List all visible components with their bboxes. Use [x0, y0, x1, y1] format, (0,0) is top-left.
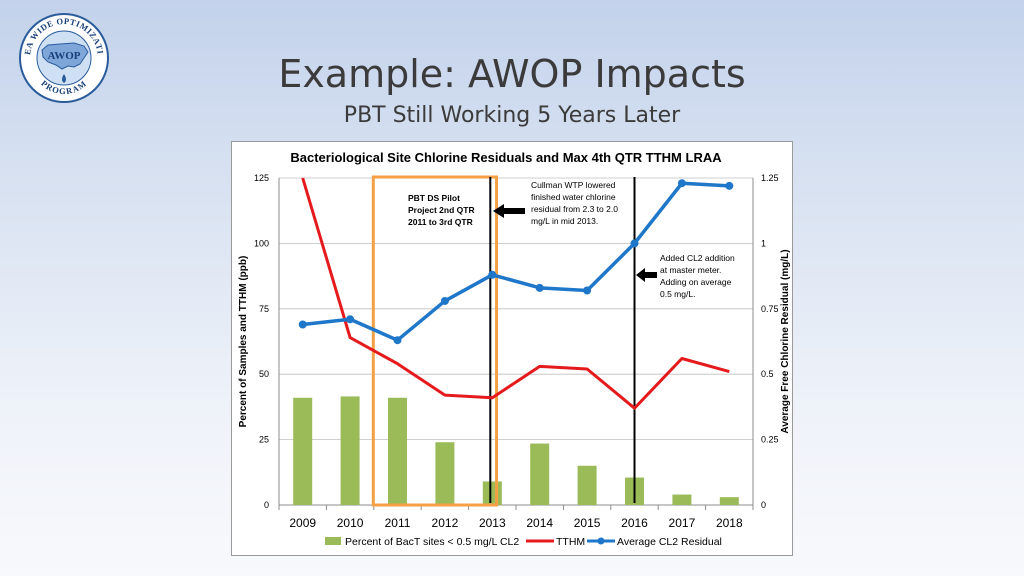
bar-bact-2014 — [530, 443, 550, 505]
bar-bact-2011 — [388, 397, 407, 505]
x-tick-label: 2015 — [574, 516, 601, 530]
combo-chart: PBT DS Pilot Project 2nd QTR 2011 to 3rd Q… — [238, 150, 791, 548]
note-2013-line: mg/L in mid 2013. — [531, 216, 598, 226]
x-tick-label: 2014 — [526, 516, 553, 530]
y2-tick-label: 1.25 — [761, 173, 779, 183]
point-cl2-2013 — [488, 270, 497, 279]
legend-label-tthm: TTHM — [556, 536, 585, 548]
arrow-left-icon — [636, 268, 657, 282]
y-tick-label: 125 — [254, 173, 269, 183]
y2-tick-label: 0 — [761, 500, 766, 510]
bar-bact-2009 — [293, 397, 313, 505]
water-drop-icon — [62, 74, 66, 83]
y-tick-label: 50 — [259, 369, 269, 379]
y-tick-label: 100 — [254, 238, 269, 248]
x-tick-label: 2017 — [669, 516, 696, 530]
series-line-cl2 — [302, 181, 730, 342]
point-cl2-2012 — [440, 296, 449, 305]
bar-bact-2018 — [719, 497, 739, 505]
note-2013-line: residual from 2.3 to 2.0 — [531, 204, 618, 214]
point-cl2-2009 — [298, 320, 307, 329]
pilot-box-label: 2011 to 3rd QTR — [408, 217, 473, 227]
y-tick-label: 25 — [259, 435, 269, 445]
pilot-box-label: PBT DS Pilot — [408, 193, 460, 203]
point-cl2-2011 — [393, 336, 402, 345]
point-cl2-2017 — [677, 179, 686, 188]
logo-center-text: AWOP — [48, 50, 81, 62]
note-2016-line: Adding on average — [660, 277, 732, 287]
y2-tick-label: 1 — [761, 238, 766, 248]
y-tick-label: 0 — [264, 500, 269, 510]
x-tick-label: 2009 — [289, 516, 316, 530]
x-tick-label: 2018 — [716, 516, 743, 530]
point-cl2-2010 — [346, 315, 355, 324]
y-axis-title: Percent of Samples and TTHM (ppb) — [238, 256, 249, 428]
point-cl2-2018 — [725, 181, 734, 190]
y2-tick-label: 0.5 — [761, 369, 774, 379]
series-line-tthm — [301, 177, 730, 410]
legend-marker-cl2 — [597, 537, 605, 545]
chart-title: Bacteriological Site Chlorine Residuals … — [290, 150, 722, 165]
y-tick-label: 75 — [259, 304, 269, 314]
x-tick-label: 2011 — [385, 516, 411, 530]
note-2016-line: Added CL2 addition — [660, 253, 735, 263]
legend-swatch-bact — [325, 537, 341, 545]
x-tick-label: 2012 — [432, 516, 459, 530]
slide-title: Example: AWOP Impacts — [278, 52, 746, 96]
x-tick-label: 2013 — [479, 516, 506, 530]
pilot-box-label: Project 2nd QTR — [408, 205, 475, 215]
chart-container: PBT DS Pilot Project 2nd QTR 2011 to 3rd Q… — [231, 141, 793, 556]
usa-map-icon — [41, 42, 89, 70]
legend-label-bact: Percent of BacT sites < 0.5 mg/L CL2 — [345, 536, 519, 548]
note-2013-line: finished water chlorine — [531, 192, 616, 202]
y2-tick-label: 0.75 — [761, 304, 779, 314]
arrow-left-icon — [493, 204, 525, 218]
bar-bact-2012 — [435, 442, 455, 505]
bar-bact-2015 — [577, 465, 597, 505]
point-cl2-2016 — [630, 239, 639, 248]
point-cl2-2015 — [583, 286, 592, 295]
x-tick-label: 2010 — [337, 516, 364, 530]
bar-bact-2013 — [482, 481, 502, 505]
note-2016-line: at master meter. — [660, 265, 721, 275]
note-2013-line: Cullman WTP lowered — [531, 180, 616, 190]
bar-bact-2010 — [340, 396, 360, 505]
legend-label-cl2: Average CL2 Residual — [617, 536, 722, 548]
slide-subtitle: PBT Still Working 5 Years Later — [343, 103, 681, 128]
y2-axis-title: Average Free Chlorine Residual (mg/L) — [780, 249, 791, 433]
note-2016-line: 0.5 mg/L. — [660, 289, 695, 299]
awop-logo: AWOP AREA WIDE OPTIMIZATION PROGRAM — [18, 12, 109, 103]
pilot-project-box — [371, 175, 499, 507]
bar-bact-2017 — [672, 494, 692, 505]
point-cl2-2014 — [535, 283, 544, 292]
y2-tick-label: 0.25 — [761, 435, 779, 445]
x-tick-label: 2016 — [621, 516, 648, 530]
